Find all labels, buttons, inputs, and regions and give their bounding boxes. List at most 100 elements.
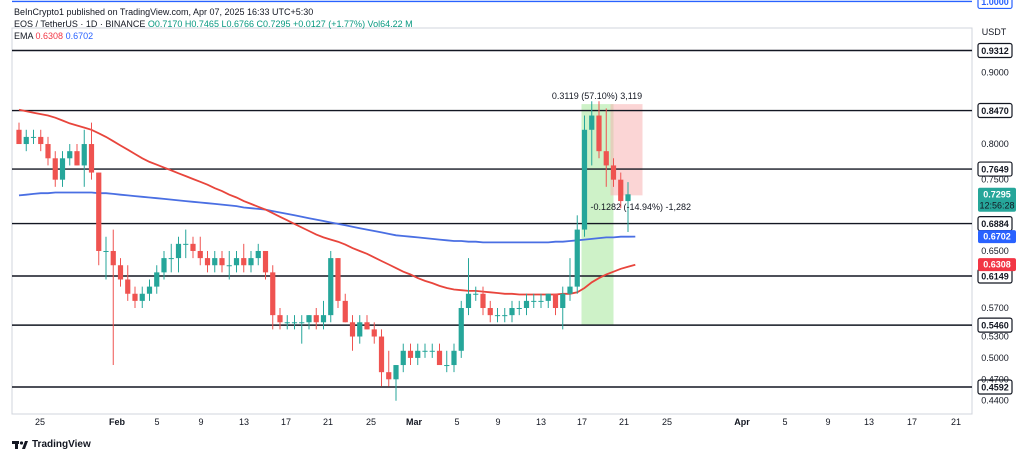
candle-body xyxy=(226,265,232,267)
candle-body xyxy=(190,243,196,251)
x-axis-tick-label: 25 xyxy=(366,417,376,427)
candle-body xyxy=(618,179,624,202)
candle-body xyxy=(219,258,225,266)
candle-body xyxy=(574,229,580,287)
price-badge-label: 0.7295 xyxy=(983,189,1011,199)
candle-body xyxy=(103,250,109,252)
x-axis-tick-label: Feb xyxy=(109,417,126,427)
y-axis-tick-label: 0.4400 xyxy=(981,396,1009,406)
x-axis-tick-label: 5 xyxy=(782,417,787,427)
x-axis-tick-label: 21 xyxy=(619,417,629,427)
level-badge-label: 1.0000 xyxy=(981,0,1009,7)
tradingview-logo-icon xyxy=(12,440,28,449)
candle-body xyxy=(502,315,508,317)
short-position-annotation: -0.1282 (-14.94%) -1,282 xyxy=(590,202,691,212)
candle-body xyxy=(436,350,443,366)
candle-body xyxy=(320,315,327,323)
candle-body xyxy=(161,258,167,273)
candle-body xyxy=(168,258,174,260)
tradingview-footer[interactable]: TradingView xyxy=(12,439,91,450)
candle-body xyxy=(487,308,493,316)
candle-body xyxy=(16,129,22,145)
level-badge xyxy=(977,379,1013,395)
candle-body xyxy=(299,322,305,324)
candle-body xyxy=(81,144,87,166)
candle-body xyxy=(596,115,602,152)
candle-body xyxy=(52,158,58,180)
candle-body xyxy=(212,258,218,266)
level-badge xyxy=(977,42,1013,59)
x-axis-tick-label: 13 xyxy=(864,417,874,427)
x-axis-tick-label: 9 xyxy=(495,417,500,427)
candle-body xyxy=(545,293,551,301)
candle-body xyxy=(284,322,290,324)
candle-body xyxy=(139,293,145,301)
candle-body xyxy=(494,315,501,317)
level-badge-label: 0.8470 xyxy=(981,106,1009,116)
x-axis-tick-label: 17 xyxy=(281,417,291,427)
candle-body xyxy=(183,243,189,245)
x-axis-tick-label: 13 xyxy=(536,417,546,427)
x-axis-tick-label: 25 xyxy=(35,417,45,427)
y-axis-tick-label: 0.9000 xyxy=(981,68,1009,78)
currency-label: USDT xyxy=(982,27,1007,37)
price-badge xyxy=(978,258,1016,272)
candle-body xyxy=(422,350,428,352)
candle-body xyxy=(415,350,421,358)
x-axis-tick-label: 17 xyxy=(577,417,587,427)
candle-body xyxy=(233,258,240,266)
symbol-label[interactable]: EOS / TetherUS · 1D · BINANCE xyxy=(14,19,146,29)
candle-body xyxy=(38,136,44,145)
x-axis-tick-label: 21 xyxy=(951,417,961,427)
candle-body xyxy=(74,151,80,166)
candle-body xyxy=(407,350,414,358)
candle-body xyxy=(552,293,559,309)
ema-label[interactable]: EMA xyxy=(14,31,34,41)
candle-body xyxy=(154,272,160,287)
candle-body xyxy=(560,293,566,309)
x-axis-tick-label: 17 xyxy=(907,417,917,427)
publisher-line: BeInCrypto1 published on TradingView.com… xyxy=(14,7,314,17)
candle-body xyxy=(531,300,537,302)
ema-fast-line xyxy=(18,108,636,296)
candle-body xyxy=(262,250,269,273)
candle-body xyxy=(291,322,298,324)
y-axis-tick-label: 0.6500 xyxy=(981,246,1009,256)
candle-body xyxy=(23,136,29,145)
candle-body xyxy=(523,300,530,309)
candle-body xyxy=(610,165,617,180)
x-axis-tick-label: 9 xyxy=(825,417,830,427)
candle-body xyxy=(625,194,631,202)
candle-body xyxy=(270,272,276,316)
ohlc-values: O0.7170 H0.7465 L0.6766 C0.7295 +0.0127 … xyxy=(147,19,413,29)
candle-body xyxy=(313,315,319,323)
level-badge xyxy=(977,0,1013,10)
candle-body xyxy=(88,144,95,173)
x-axis-tick-label: Mar xyxy=(406,417,423,427)
candle-body xyxy=(473,293,479,295)
candle-body xyxy=(248,258,254,266)
candle-body xyxy=(117,265,124,280)
candle-body xyxy=(328,258,334,316)
candle-body xyxy=(567,286,573,294)
price-badge-label: 0.6308 xyxy=(983,260,1011,270)
candle-body xyxy=(538,300,544,302)
candle-body xyxy=(386,372,392,380)
ema-slow-value: 0.6702 xyxy=(65,31,94,41)
candle-body xyxy=(45,144,51,159)
x-axis-tick-label: 21 xyxy=(323,417,333,427)
level-badge-label: 0.7649 xyxy=(981,165,1009,175)
x-axis-tick-label: 9 xyxy=(198,417,203,427)
candle-body xyxy=(378,336,385,373)
candle-body xyxy=(306,315,312,323)
level-badge-label: 0.5460 xyxy=(981,321,1009,331)
x-axis-tick-label: 5 xyxy=(454,417,459,427)
ema-fast-value: 0.6308 xyxy=(35,31,64,41)
y-axis-tick-label: 0.4700 xyxy=(981,374,1009,384)
x-axis-tick-label: 13 xyxy=(239,417,249,427)
candle-body xyxy=(429,350,435,352)
level-badge-label: 0.4592 xyxy=(981,383,1009,393)
price-badge xyxy=(978,230,1016,244)
candle-body xyxy=(451,350,457,366)
